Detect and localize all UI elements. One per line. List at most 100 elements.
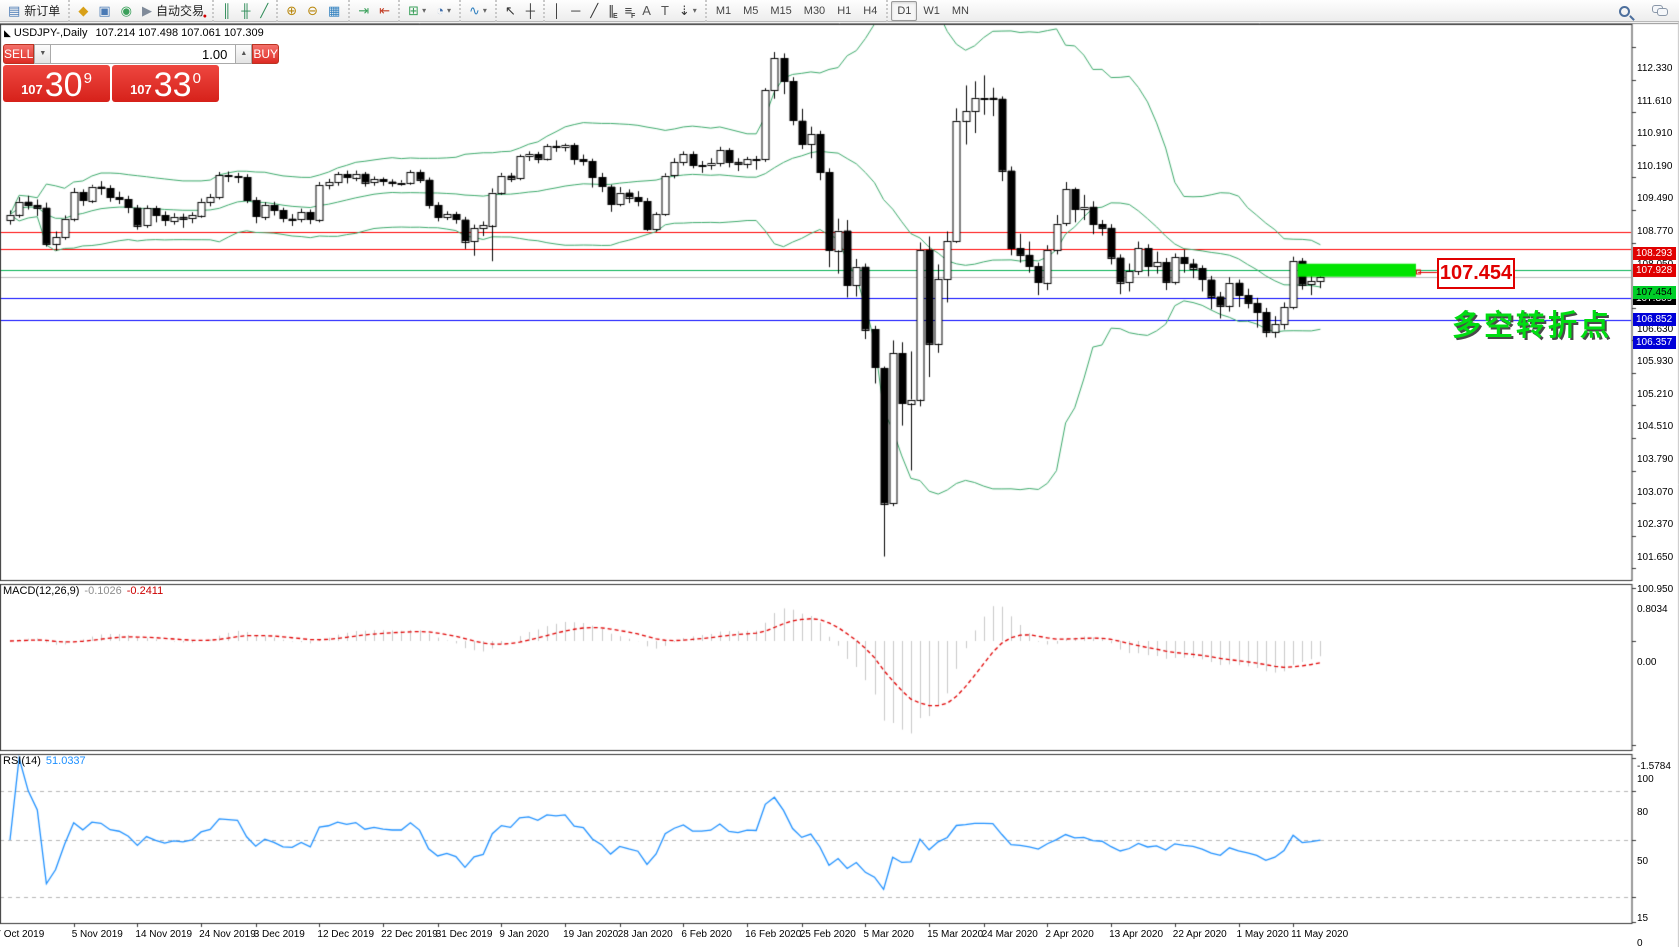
vertical-line-button[interactable]: │: [548, 1, 566, 21]
price-level-badge: 107.928: [1633, 264, 1676, 278]
fibonacci-button[interactable]: ≡ F: [620, 1, 638, 21]
price-axis-label: 103.790: [1637, 453, 1674, 465]
timeframe-m15-button-label: M15: [770, 4, 792, 17]
price-axis-label: 105.930: [1637, 355, 1674, 367]
tile-windows-icon: ▦: [328, 3, 341, 18]
chart-window: ◣ USDJPY-,Daily 107.214 107.498 107.061 10…: [0, 22, 1679, 949]
cursor-button[interactable]: ↖: [500, 1, 521, 21]
crosshair-icon: ┼: [525, 3, 535, 18]
date-axis-label: 24 Nov 2019: [199, 929, 256, 940]
chart-symbol-title: ◣ USDJPY-,Daily 107.214 107.498 107.061 10…: [4, 27, 264, 39]
date-axis-label: 3 Dec 2019: [253, 929, 305, 940]
turning-point-annotation[interactable]: 多空转折点: [1452, 310, 1613, 342]
trendline-button[interactable]: ╱: [585, 1, 603, 21]
date-axis-label: 6 Feb 2020: [681, 929, 732, 940]
buy-price-point: 0: [192, 70, 201, 87]
timeframe-h4-button[interactable]: H4: [857, 1, 883, 21]
profiles-button[interactable]: ◔ ▾: [431, 1, 456, 21]
signals-button[interactable]: ◉: [116, 1, 137, 21]
search-button[interactable]: [1614, 1, 1635, 21]
crosshair-button[interactable]: ┼: [521, 1, 540, 21]
candlestick-button[interactable]: ╫: [236, 1, 255, 21]
date-axis-label: 5 Mar 2020: [863, 929, 914, 940]
toolbar-group: M1 M5 M15 M30 H1 H4: [704, 0, 887, 22]
toolbar-group: ⊕ ⊖ ▦: [276, 0, 348, 22]
sell-price-point: 9: [83, 70, 92, 87]
price-level-callout-label[interactable]: 107.454: [1437, 258, 1515, 289]
bar-chart-button[interactable]: ║: [217, 1, 236, 21]
clock-icon: ◔: [436, 3, 444, 18]
zoom-in-button[interactable]: ⊕: [281, 1, 302, 21]
volume-decrease-button[interactable]: ▼: [34, 44, 52, 64]
search-icon: [1619, 5, 1630, 17]
price-axis-label: 109.490: [1637, 193, 1674, 204]
toolbar-group: ▤ 新订单: [0, 0, 68, 22]
auto-scroll-button[interactable]: ⇥: [353, 1, 374, 21]
new-chart-icon: ⊞: [408, 3, 420, 18]
timeframe-m1-button[interactable]: M1: [710, 1, 737, 21]
price-chart-canvas[interactable]: [0, 22, 1679, 947]
timeframe-d1-button[interactable]: D1: [891, 0, 918, 21]
tile-windows-button[interactable]: ▦: [323, 1, 345, 21]
channel-icon: ∥: [608, 3, 615, 18]
text-label-icon: T: [660, 3, 669, 18]
timeframe-m30-button[interactable]: M30: [798, 1, 831, 21]
zoom-out-icon: ⊖: [307, 3, 319, 18]
indicators-button[interactable]: ∿ ▾: [464, 1, 492, 21]
toolbar-group: ◆ ▣ ◉ ▶ ● 自动交易: [68, 0, 212, 22]
chart-shift-button[interactable]: ⇤: [374, 1, 395, 21]
zoom-out-button[interactable]: ⊖: [302, 1, 323, 21]
chat-icon: [1652, 5, 1668, 17]
line-chart-button[interactable]: ╱: [255, 1, 273, 21]
rsi-axis-label: 15: [1637, 913, 1649, 925]
navigator-button[interactable]: ▣: [93, 1, 115, 21]
price-level-badge: 107.454: [1633, 285, 1676, 299]
equidistant-channel-button[interactable]: ∥ E: [603, 1, 620, 21]
text-label-button[interactable]: T: [656, 1, 674, 21]
one-click-trading-panel: SELL ▼ ▲ BUY 107 30 9 107 33 0: [3, 44, 280, 102]
arrows-button[interactable]: ⇣ ▾: [674, 1, 702, 21]
symbol-ohlc-values: 107.214 107.498 107.061 107.309: [95, 27, 264, 39]
signals-icon: ◉: [120, 3, 132, 18]
toolbar-group: D1 W1 MN: [886, 0, 978, 22]
price-axis-label: 110.910: [1637, 128, 1673, 139]
rsi-indicator-label: RSI(14) 51.0337: [3, 755, 86, 767]
buy-button[interactable]: BUY: [252, 44, 280, 64]
chat-button[interactable]: [1647, 1, 1673, 21]
price-axis-label: 101.650: [1637, 551, 1674, 563]
timeframe-h1-button[interactable]: H1: [831, 1, 857, 21]
horizontal-line-button[interactable]: ─: [566, 1, 585, 21]
timeframe-h1-button-label: H1: [837, 4, 852, 17]
price-axis-label: 104.510: [1637, 420, 1674, 432]
date-axis-label: 28 Jan 2020: [617, 929, 673, 940]
date-axis-label: 22 Dec 2019: [381, 929, 438, 940]
toolbar-group: ∿ ▾: [458, 0, 495, 22]
timeframe-m5-button[interactable]: M5: [737, 1, 764, 21]
zoom-in-icon: ⊕: [286, 3, 298, 18]
macd-axis-label: -1.5784: [1637, 761, 1671, 773]
quotes-icon: ◆: [78, 3, 89, 18]
buy-price-panel[interactable]: 107 33 0: [112, 65, 219, 102]
sell-price-panel[interactable]: 107 30 9: [3, 65, 110, 102]
autotrading-button[interactable]: ▶ ● 自动交易: [137, 1, 209, 21]
timeframe-mn-button[interactable]: MN: [946, 1, 975, 21]
sell-button[interactable]: SELL: [3, 44, 35, 64]
quotes-button[interactable]: ◆: [73, 1, 93, 21]
new-chart-button[interactable]: ⊞ ▾: [403, 1, 431, 21]
buy-price-handle: 107: [130, 82, 152, 97]
timeframe-w1-button[interactable]: W1: [917, 1, 946, 21]
new-order-button[interactable]: ▤ 新订单: [3, 1, 65, 21]
text-button[interactable]: A: [637, 1, 656, 21]
timeframe-m15-button[interactable]: M15: [764, 1, 797, 21]
autotrading-icon: ▶: [141, 3, 152, 18]
toolbar-group: ↖ ┼: [494, 0, 543, 22]
chart-shift-icon: ⇤: [379, 3, 391, 18]
volume-increase-button[interactable]: ▲: [235, 44, 253, 64]
date-axis-label: 25 Feb 2020: [799, 929, 856, 940]
price-axis-label: 105.210: [1637, 388, 1674, 400]
date-axis-label: 2 Apr 2020: [1045, 929, 1094, 940]
volume-input[interactable]: [51, 44, 236, 64]
toolbar-group: ⇥ ⇤: [348, 0, 398, 22]
trendline-icon: ╱: [590, 3, 599, 18]
navigator-icon: ▣: [98, 3, 111, 18]
